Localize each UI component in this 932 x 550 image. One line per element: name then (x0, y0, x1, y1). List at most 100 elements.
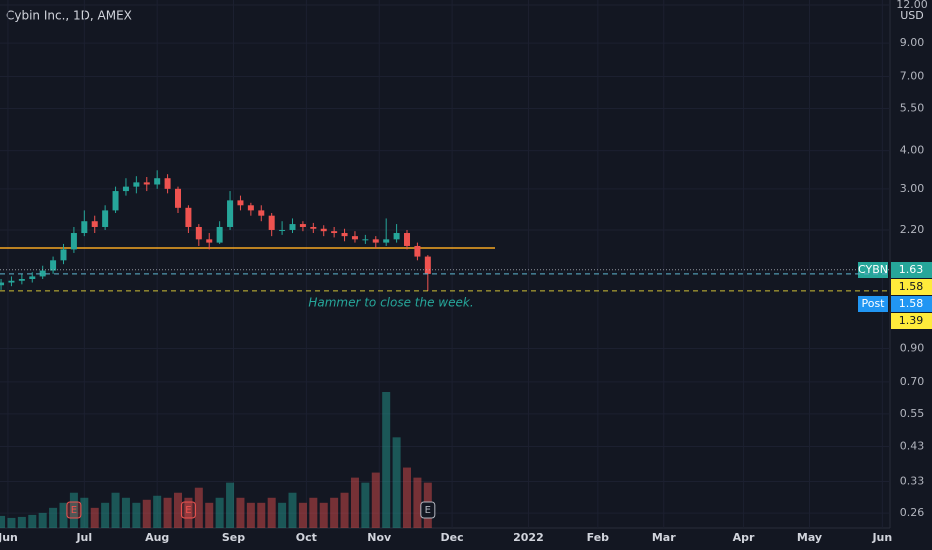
volume-bar (101, 502, 110, 528)
volume-bar (17, 516, 26, 528)
x-tick-label: Apr (733, 531, 755, 544)
candle-body (50, 260, 57, 271)
event-marker (180, 501, 196, 519)
candle-body (70, 233, 77, 250)
y-tick-label: 9.00 (900, 36, 925, 49)
candle-body (8, 280, 15, 283)
volume-bar (153, 495, 162, 528)
y-tick-label: 0.70 (900, 375, 925, 388)
candle-body (268, 215, 275, 230)
candle-body (258, 210, 265, 216)
volume-bar (298, 502, 307, 528)
candle-body (91, 221, 98, 227)
candle-body (195, 226, 202, 240)
price-name: CYBN (858, 263, 888, 276)
volume-bar (142, 499, 151, 528)
candle-body (351, 236, 358, 240)
candle-body (164, 178, 171, 189)
volume-bar (194, 487, 203, 528)
price-value: 1.39 (899, 314, 924, 327)
volume-bar (226, 482, 235, 528)
candle-body (112, 191, 119, 211)
event-label: E (185, 505, 191, 516)
volume-bar (319, 502, 328, 528)
x-tick-label: May (797, 531, 822, 544)
volume-bar (309, 497, 318, 528)
candle-body (143, 182, 150, 185)
y-tick-label: 0.33 (900, 475, 925, 488)
candle-body (404, 233, 411, 246)
candle-body (122, 186, 129, 192)
x-tick-label: Aug (145, 531, 169, 544)
annotation: Hammer to close the week. (308, 296, 473, 310)
y-tick-label: 0.55 (900, 407, 925, 420)
x-tick-label: Sep (222, 531, 245, 544)
candle-body (185, 207, 192, 227)
price-box (891, 279, 932, 295)
y-tick-label: 0.26 (900, 506, 925, 519)
y-tick-label: 12.00 (896, 0, 928, 11)
volume-bar (80, 497, 89, 528)
volume-bar (413, 477, 422, 528)
candle-body (237, 200, 244, 206)
candle-body (18, 279, 25, 281)
candle-body (279, 229, 286, 231)
volume-bar (49, 507, 58, 528)
candle-body (154, 178, 161, 185)
volume-bar (184, 497, 193, 528)
event-marker (420, 501, 436, 519)
candle-body (0, 282, 5, 286)
volume-bar (121, 497, 130, 528)
price-value: 1.58 (899, 280, 924, 293)
volume-bar (340, 492, 349, 528)
x-tick-label: Mar (652, 531, 676, 544)
volume-bar (236, 497, 245, 528)
candle-body (206, 239, 213, 243)
candle-body (216, 226, 223, 243)
candle-body (102, 210, 109, 227)
candle-body (39, 270, 46, 277)
volume-bar (371, 472, 380, 528)
price-value: 1.58 (899, 297, 924, 310)
candle-body (175, 188, 181, 208)
candle-body (81, 221, 88, 234)
x-tick-label: 2022 (513, 531, 544, 544)
candle-body (29, 276, 36, 280)
candle-body (289, 224, 296, 230)
candle-body (393, 233, 400, 240)
x-tick-label: Jun (871, 531, 892, 544)
volume-bar (278, 502, 287, 528)
event-label: E (71, 505, 77, 516)
x-tick-label: Jun (0, 531, 18, 544)
volume-bar (132, 502, 141, 528)
volume-bar (215, 497, 224, 528)
volume-bar (28, 514, 37, 528)
volume-bar (361, 482, 370, 528)
volume-bar (350, 477, 359, 528)
volume-bar (38, 512, 47, 528)
y-tick-label: 3.00 (900, 182, 925, 195)
candle-body (320, 228, 327, 232)
x-tick-label: Oct (296, 531, 317, 544)
candle-body (247, 205, 254, 211)
candle-body (133, 182, 140, 187)
candle-body (299, 224, 306, 227)
volume-bar (382, 392, 391, 528)
candle-body (372, 239, 379, 243)
volume-bar (246, 502, 255, 528)
price-value: 1.63 (899, 263, 924, 276)
price-name-box (858, 296, 888, 312)
event-marker (66, 501, 82, 519)
candle-body (310, 226, 317, 229)
volume-bar (267, 497, 276, 528)
volume-bar (403, 467, 412, 528)
volume-bar (257, 502, 266, 528)
volume-bar (7, 517, 16, 528)
volume-bar (174, 492, 182, 528)
candle-body (414, 245, 421, 257)
price-box (891, 296, 932, 312)
price-box (891, 313, 932, 329)
x-tick-label: Feb (587, 531, 610, 544)
